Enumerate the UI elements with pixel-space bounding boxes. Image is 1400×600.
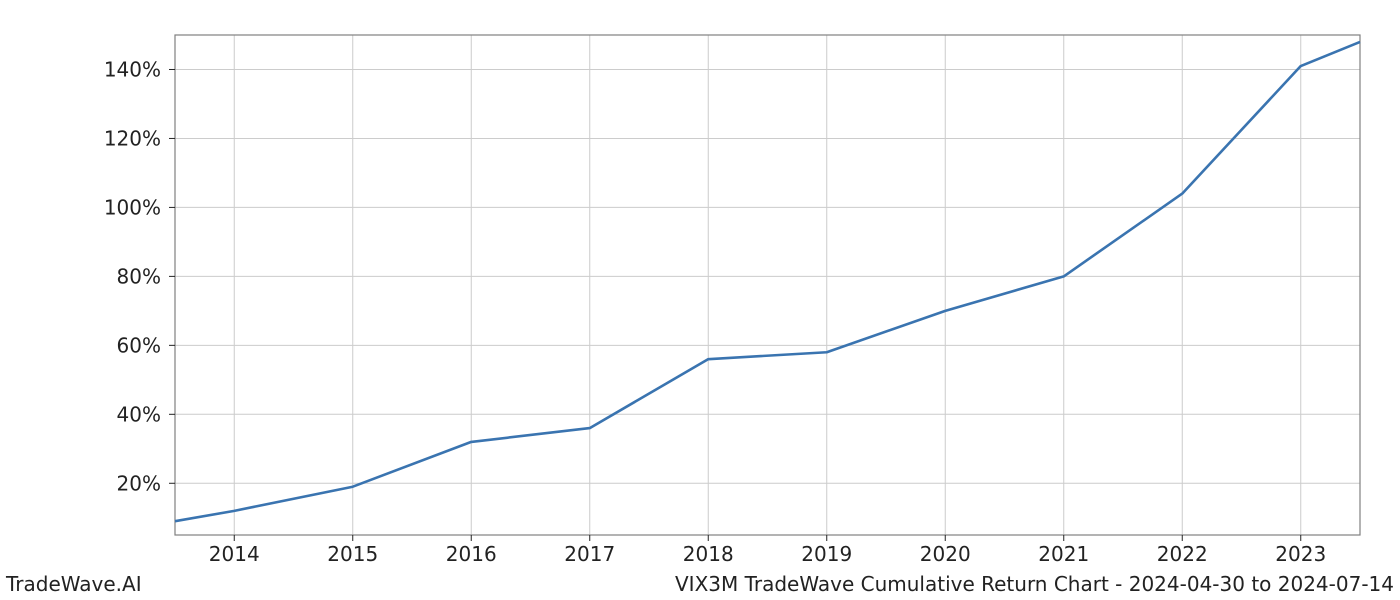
y-tick-label: 20% xyxy=(117,471,161,495)
y-tick-label: 100% xyxy=(104,195,161,219)
y-tick-label: 140% xyxy=(104,57,161,81)
x-tick-label: 2015 xyxy=(327,542,378,566)
line-chart: 2014 2015 2016 2017 2018 2019 2020 2021 2022 2023… xyxy=(0,0,1400,600)
x-tick-label: 2018 xyxy=(683,542,734,566)
y-tick-label: 120% xyxy=(104,126,161,150)
footer-left-text: TradeWave.AI xyxy=(6,572,142,596)
x-tick-label: 2019 xyxy=(801,542,852,566)
x-tick-label: 2017 xyxy=(564,542,615,566)
x-tick-label: 2022 xyxy=(1157,542,1208,566)
y-tick-label: 60% xyxy=(117,333,161,357)
x-tick-label: 2023 xyxy=(1275,542,1326,566)
x-tick-label: 2020 xyxy=(920,542,971,566)
x-tick-label: 2014 xyxy=(209,542,260,566)
footer-right-text: VIX3M TradeWave Cumulative Return Chart … xyxy=(675,572,1394,596)
x-tick-label: 2021 xyxy=(1038,542,1089,566)
chart-container: 2014 2015 2016 2017 2018 2019 2020 2021 2022 2023… xyxy=(0,0,1400,600)
y-tick-label: 80% xyxy=(117,264,161,288)
y-tick-label: 40% xyxy=(117,402,161,426)
x-tick-label: 2016 xyxy=(446,542,497,566)
